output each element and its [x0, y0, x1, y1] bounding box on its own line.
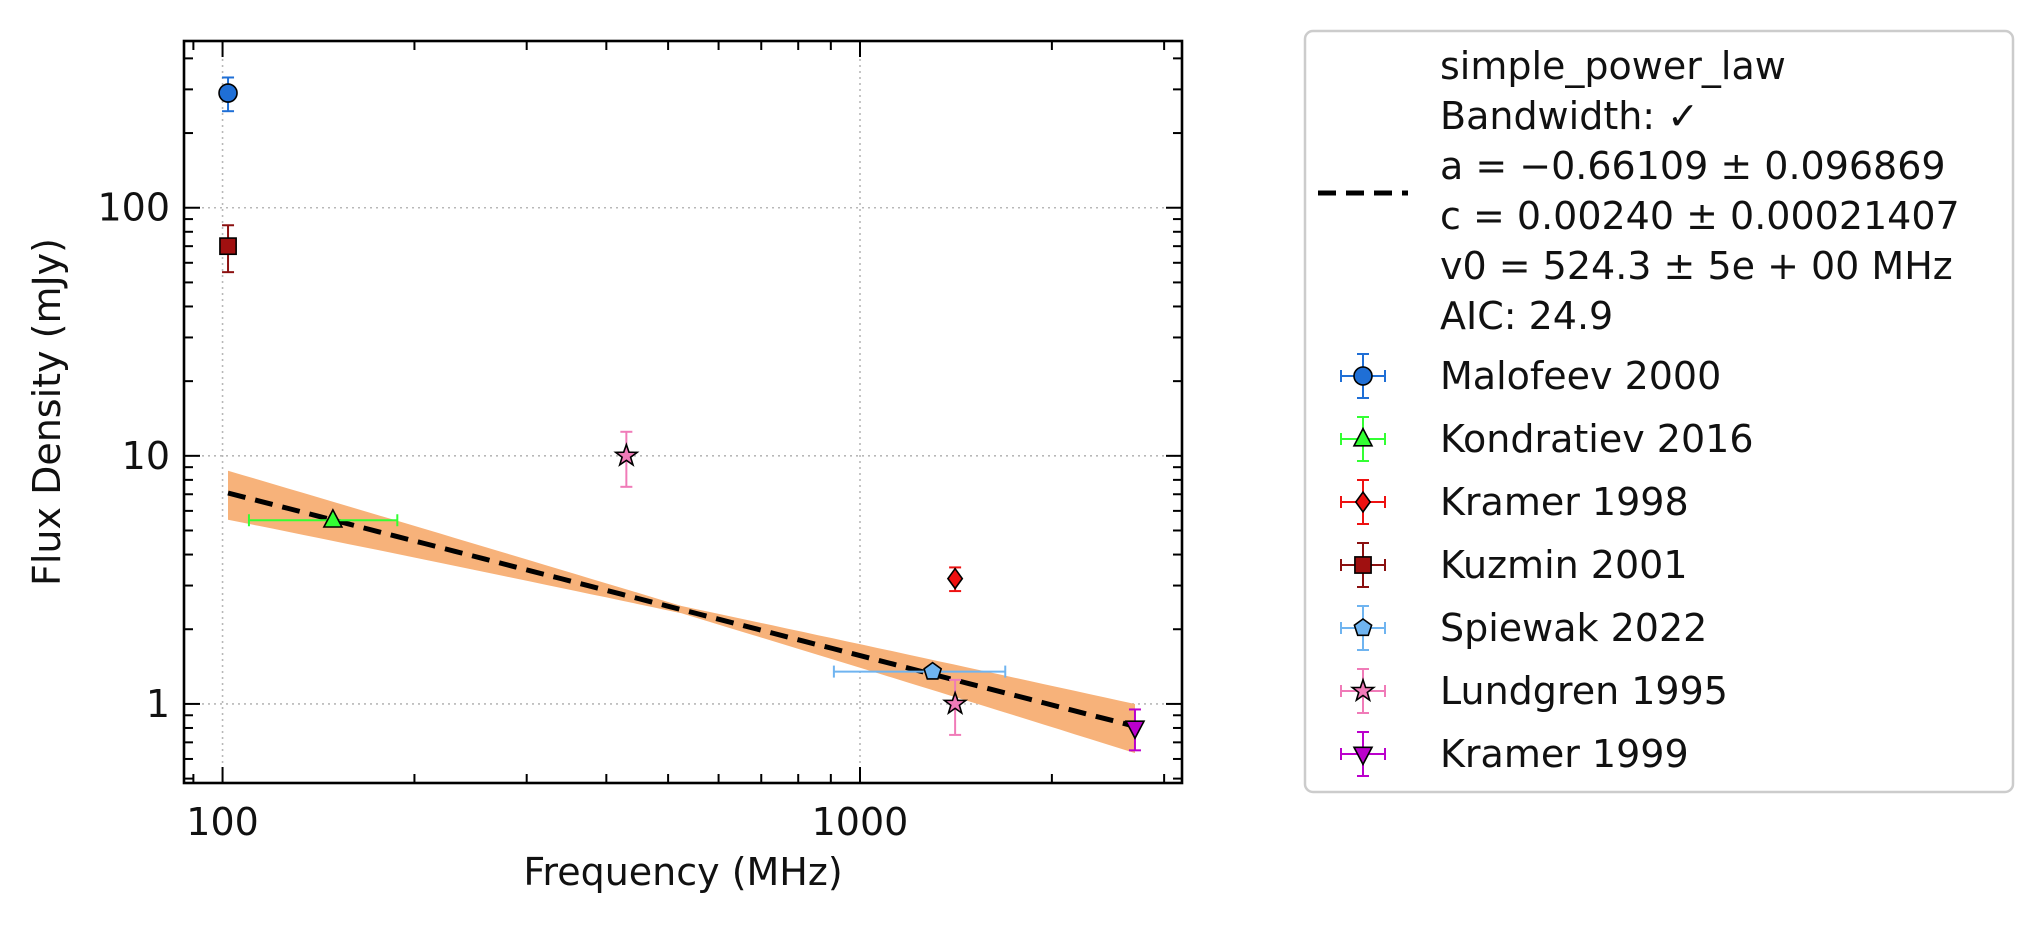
data-point-kramer-1998 — [946, 566, 964, 593]
legend-label: Kramer 1999 — [1440, 732, 1689, 776]
legend-box — [1303, 29, 2015, 794]
data-point-lundgren-1995 — [613, 430, 640, 488]
legend-entry-kramer-1998: Kramer 1998 — [1340, 479, 1689, 525]
legend-marker-triangle-up — [1352, 426, 1374, 447]
data-point-spiewak-2022 — [832, 661, 1007, 680]
legend-fit-text: c = 0.00240 ± 0.00021407 — [1440, 194, 1960, 238]
data-point-kramer-1999 — [1124, 708, 1146, 752]
legend-marker-star — [1349, 677, 1377, 703]
x-tick-label: 1000 — [812, 800, 909, 844]
fit-line — [227, 490, 1136, 729]
legend-entry-kramer-1999: Kramer 1999 — [1340, 731, 1689, 777]
marker-square — [219, 237, 237, 256]
legend-entry-lundgren-1995: Lundgren 1995 — [1340, 668, 1728, 714]
y-tick-label: 1 — [146, 682, 170, 726]
marker-triangle-down — [1124, 720, 1146, 741]
legend-label: Spiewak 2022 — [1440, 606, 1707, 650]
y-tick-label: 100 — [97, 186, 170, 230]
data-point-lundgren-1995 — [942, 678, 969, 736]
legend-marker-pentagon — [1353, 618, 1373, 637]
legend: simple_power_law Bandwidth: ✓ a = −0.66109… — [1303, 29, 2015, 794]
legend-entry-spiewak-2022: Spiewak 2022 — [1340, 605, 1707, 651]
marker-diamond — [946, 567, 964, 590]
marker-pentagon — [923, 661, 943, 680]
legend-fit-text: v0 = 524.3 ± 5e + 00 MHz — [1440, 244, 1953, 288]
legend-label: Kondratiev 2016 — [1440, 417, 1754, 461]
legend-fit-text: a = −0.66109 ± 0.096869 — [1440, 144, 1946, 188]
marker-star — [613, 442, 640, 467]
legend-fit-text: AIC: 24.9 — [1440, 294, 1613, 338]
legend-marker-diamond — [1354, 490, 1372, 514]
legend-entry-malofeev-2000: Malofeev 2000 — [1340, 353, 1721, 399]
legend-label: Kramer 1998 — [1440, 480, 1689, 524]
marker-triangle-up — [322, 508, 344, 528]
marker-star — [942, 690, 969, 715]
fit-band-layer — [228, 470, 1135, 754]
legend-marker-triangle-down — [1352, 746, 1374, 767]
y-tick-label: 10 — [122, 434, 170, 478]
legend-entry-kondratiev-2016: Kondratiev 2016 — [1340, 416, 1754, 462]
x-tick-label: 100 — [186, 800, 259, 844]
legend-label: Kuzmin 2001 — [1440, 543, 1688, 587]
legend-label: Malofeev 2000 — [1440, 354, 1721, 398]
fit-uncertainty-band — [228, 470, 1135, 754]
legend-marker-circle — [1353, 366, 1373, 386]
marker-circle — [218, 83, 238, 103]
legend-entry-fit: simple_power_law Bandwidth: ✓ a = −0.66109… — [1318, 44, 1960, 338]
data-point-malofeev-2000 — [218, 76, 238, 113]
legend-entry-kuzmin-2001: Kuzmin 2001 — [1340, 542, 1688, 588]
data-point-kondratiev-2016 — [247, 508, 399, 528]
y-axis-label: Flux Density (mJy) — [25, 238, 69, 586]
legend-fit-text: Bandwidth: ✓ — [1440, 94, 1699, 138]
x-axis-label: Frequency (MHz) — [523, 850, 842, 894]
legend-fit-text: simple_power_law — [1440, 44, 1786, 88]
legend-label: Lundgren 1995 — [1440, 669, 1728, 713]
axes-layer: 100 1000 1 10 100 — [97, 39, 1184, 844]
fit-line-layer — [227, 490, 1136, 729]
data-points-layer — [218, 76, 1146, 752]
plot-frame — [182, 39, 1184, 785]
data-point-kuzmin-2001 — [219, 224, 237, 274]
legend-marker-square — [1354, 556, 1372, 574]
